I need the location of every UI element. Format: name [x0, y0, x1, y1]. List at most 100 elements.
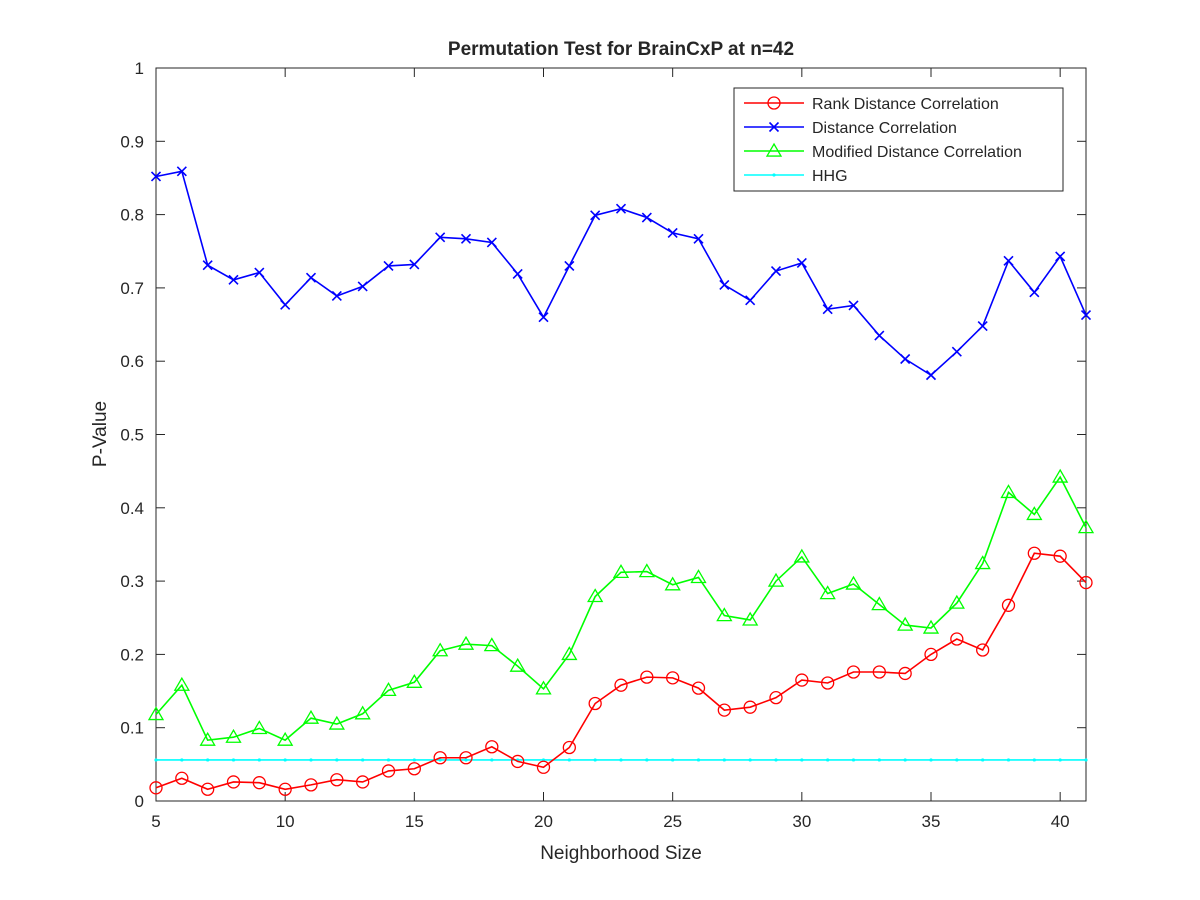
data-point: [1029, 287, 1040, 298]
data-point: [331, 290, 342, 302]
legend-box: [733, 87, 1064, 192]
data-point: [774, 758, 778, 762]
data-point: [615, 203, 627, 214]
series-0: [149, 546, 1093, 796]
series-layer: [147, 166, 1095, 796]
data-point: [278, 782, 292, 796]
x-tick-label: 30: [792, 812, 811, 831]
data-point: [619, 758, 623, 762]
data-point: [872, 665, 886, 679]
data-point: [251, 720, 268, 735]
data-point: [1003, 255, 1014, 266]
data-point: [924, 647, 938, 662]
data-point: [822, 304, 833, 315]
data-point: [717, 703, 731, 717]
data-point: [305, 272, 317, 283]
data-point: [614, 678, 628, 692]
data-point: [716, 607, 733, 622]
data-point: [1053, 549, 1067, 563]
x-tick-label: 15: [405, 812, 424, 831]
data-point: [874, 330, 885, 341]
data-point: [361, 758, 365, 762]
data-point: [509, 657, 526, 672]
data-point: [826, 758, 830, 762]
data-point: [696, 758, 701, 762]
data-point: [641, 212, 652, 223]
legend-label: Rank Distance Correlation: [812, 96, 999, 113]
data-point: [742, 611, 759, 626]
data-point: [1079, 575, 1093, 590]
data-point: [433, 751, 447, 765]
data-point: [748, 758, 752, 762]
y-tick-label: 0: [135, 792, 144, 811]
data-point: [590, 210, 601, 221]
data-point: [231, 758, 236, 762]
x-tick-label: 10: [276, 812, 295, 831]
y-tick-label: 0.5: [120, 426, 144, 445]
data-point: [1058, 758, 1062, 762]
data-point: [691, 681, 706, 695]
data-point: [149, 781, 163, 795]
data-point: [955, 758, 959, 762]
data-point: [173, 676, 190, 691]
data-point: [304, 778, 318, 792]
data-point: [147, 706, 165, 721]
y-tick-label: 0.6: [120, 352, 144, 371]
x-tick-label: 25: [663, 812, 682, 831]
data-point: [309, 758, 313, 762]
data-point: [1080, 309, 1092, 321]
data-point: [795, 673, 809, 687]
data-point: [587, 588, 604, 603]
data-point: [1055, 251, 1066, 262]
data-point: [199, 731, 216, 746]
data-point: [561, 646, 578, 661]
data-point: [538, 312, 549, 323]
data-point: [819, 585, 836, 600]
data-point: [330, 773, 344, 787]
y-tick-label: 0.9: [120, 132, 144, 151]
data-point: [1026, 506, 1043, 521]
data-point: [206, 758, 210, 762]
data-point: [693, 233, 704, 244]
data-point: [793, 548, 810, 563]
x-tick-label: 40: [1051, 812, 1070, 831]
data-point: [976, 643, 990, 657]
data-point: [951, 346, 962, 357]
data-point: [898, 666, 912, 681]
data-point: [950, 632, 964, 646]
data-point: [154, 758, 158, 762]
data-point: [386, 758, 391, 762]
data-point: [900, 353, 911, 365]
data-point: [277, 731, 294, 746]
data-point: [511, 754, 525, 769]
series-3: [154, 758, 1088, 762]
y-tick-label: 0.1: [120, 719, 144, 738]
data-point: [564, 260, 575, 271]
data-point: [981, 758, 985, 762]
data-point: [435, 232, 446, 243]
legend: Rank Distance Correlation Distance Correl…: [733, 87, 1064, 192]
data-point: [354, 705, 371, 720]
series-2: [147, 468, 1095, 746]
series-1: [150, 166, 1092, 381]
data-point: [328, 715, 345, 730]
data-point: [562, 740, 576, 755]
data-point: [593, 758, 597, 762]
y-tick-label: 1: [135, 59, 144, 78]
y-tick-label: 0.7: [120, 279, 144, 298]
data-point: [335, 758, 339, 762]
data-point: [1032, 758, 1036, 762]
data-point: [432, 642, 449, 657]
data-point: [1052, 468, 1069, 483]
series-line: [155, 475, 1087, 742]
data-point: [460, 233, 472, 244]
data-point: [302, 709, 320, 724]
data-point: [438, 758, 442, 762]
data-point: [1001, 598, 1016, 612]
series-line: [155, 552, 1087, 791]
data-point: [667, 227, 678, 238]
data-point: [485, 740, 499, 754]
data-point: [640, 670, 654, 684]
data-point: [948, 594, 965, 609]
